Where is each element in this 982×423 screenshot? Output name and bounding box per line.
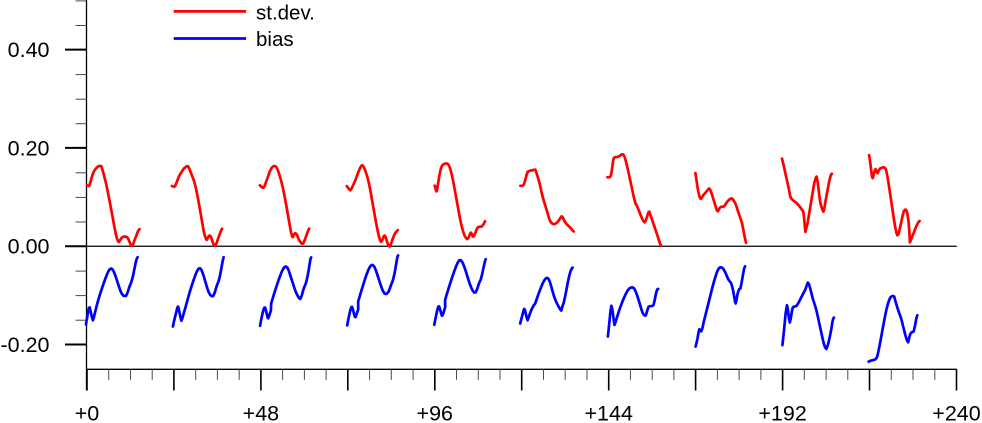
svg-text:0.00: 0.00	[8, 235, 50, 259]
svg-text:+144: +144	[584, 402, 632, 423]
svg-text:st.dev.: st.dev.	[256, 1, 315, 24]
svg-text:0.40: 0.40	[8, 38, 50, 62]
svg-text:0.20: 0.20	[8, 136, 50, 160]
svg-text:+240: +240	[932, 402, 980, 423]
svg-text:+48: +48	[243, 402, 280, 423]
svg-text:-0.20: -0.20	[0, 333, 49, 357]
svg-text:+192: +192	[758, 402, 806, 423]
svg-text:bias: bias	[256, 28, 294, 51]
svg-text:+96: +96	[417, 402, 454, 423]
svg-text:+0: +0	[75, 402, 100, 423]
